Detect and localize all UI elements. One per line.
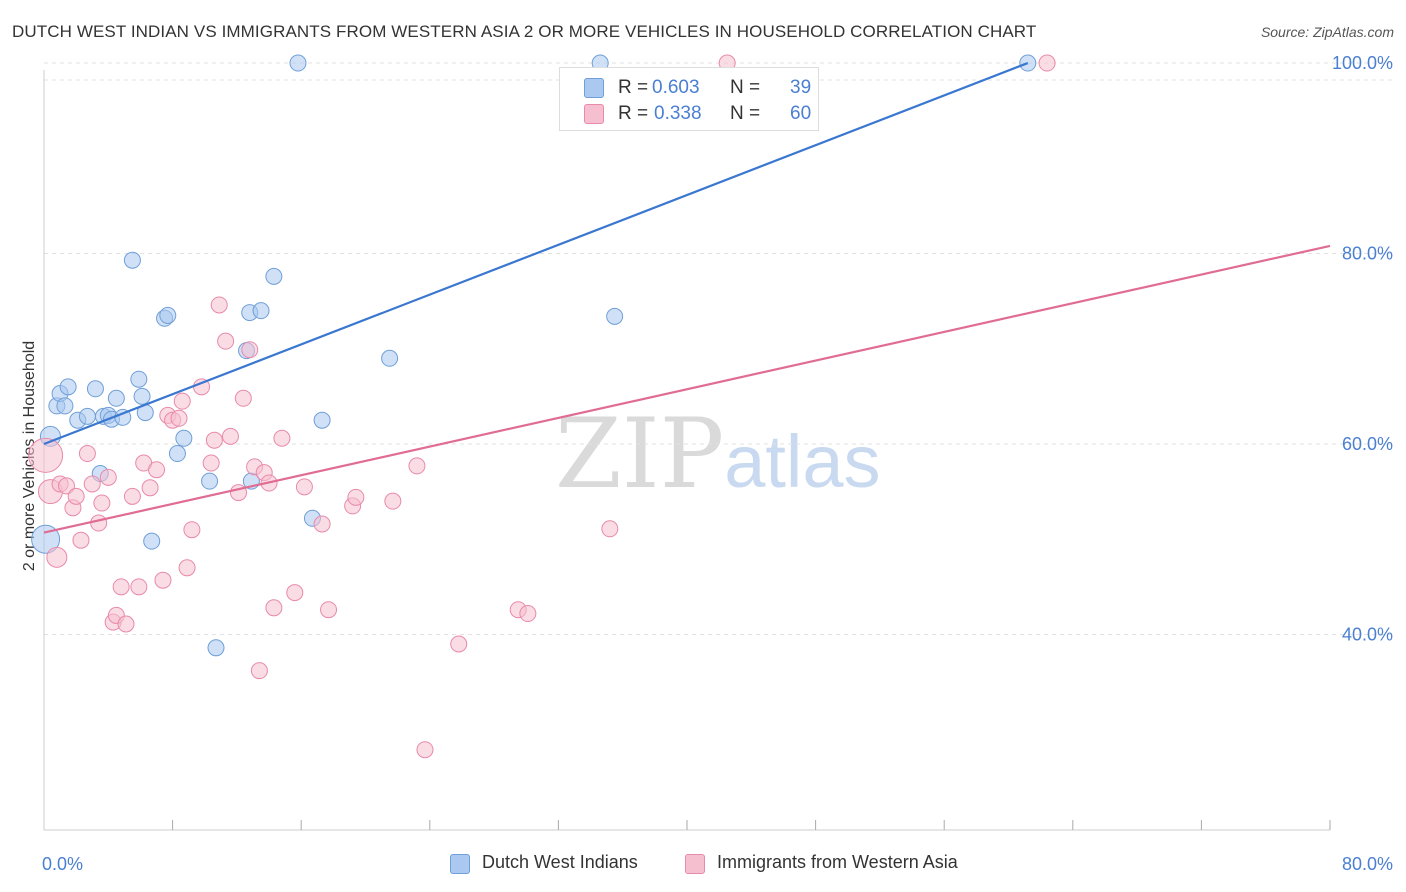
- data-point-immigrants-western-asia: [601, 520, 619, 538]
- data-point-immigrants-western-asia: [250, 662, 268, 680]
- data-point-dutch-west-indians: [289, 54, 307, 72]
- data-point-immigrants-western-asia: [217, 332, 235, 350]
- data-point-immigrants-western-asia: [221, 427, 239, 445]
- watermark-atlas: atlas: [724, 420, 881, 503]
- y-tick-label: 100.0%: [1332, 53, 1393, 73]
- legend-n-value: 39: [790, 77, 812, 98]
- watermark: ZIPatlas: [555, 398, 881, 510]
- y-tick-label: 60.0%: [1342, 434, 1393, 454]
- data-point-immigrants-western-asia: [78, 445, 96, 463]
- chart-title: DUTCH WEST INDIAN VS IMMIGRANTS FROM WES…: [12, 22, 1037, 41]
- trend-line-dutch-west-indians: [43, 62, 1029, 446]
- data-point-immigrants-western-asia: [384, 492, 402, 510]
- data-point-immigrants-western-asia: [347, 488, 365, 506]
- data-point-immigrants-western-asia: [170, 409, 188, 427]
- bottom-legend-swatch-pink: [685, 854, 705, 874]
- data-point-immigrants-western-asia: [320, 601, 338, 619]
- data-point-immigrants-western-asia: [130, 578, 148, 596]
- data-point-dutch-west-indians: [107, 389, 125, 407]
- legend-swatch-pink: [584, 104, 604, 124]
- watermark-zip: ZIP: [555, 398, 725, 510]
- data-point-immigrants-western-asia: [234, 389, 252, 407]
- y-tick-label: 40.0%: [1342, 624, 1393, 644]
- data-point-immigrants-western-asia: [265, 599, 283, 617]
- y-tick-label: 80.0%: [1342, 244, 1393, 264]
- data-point-immigrants-western-asia: [99, 468, 117, 486]
- data-point-immigrants-western-asia: [210, 296, 228, 314]
- data-point-dutch-west-indians: [123, 251, 141, 269]
- data-point-immigrants-western-asia: [205, 431, 223, 449]
- data-point-immigrants-western-asia: [183, 521, 201, 539]
- data-point-immigrants-western-asia: [173, 392, 191, 410]
- data-point-immigrants-western-asia: [450, 635, 468, 653]
- legend-r-label: R =: [618, 103, 649, 124]
- legend-n-label: N =: [730, 103, 761, 124]
- data-point-immigrants-western-asia: [123, 487, 141, 505]
- data-point-immigrants-western-asia: [117, 615, 135, 633]
- data-point-dutch-west-indians: [130, 370, 148, 388]
- data-point-dutch-west-indians: [159, 306, 177, 324]
- data-point-immigrants-western-asia: [154, 571, 172, 589]
- data-point-immigrants-western-asia: [112, 578, 130, 596]
- data-point-immigrants-western-asia: [313, 515, 331, 533]
- data-point-dutch-west-indians: [86, 380, 104, 398]
- data-point-dutch-west-indians: [606, 307, 624, 325]
- data-point-dutch-west-indians: [78, 407, 96, 425]
- bottom-legend-swatch-blue: [450, 854, 470, 874]
- data-point-immigrants-western-asia: [295, 478, 313, 496]
- bottom-legend-label: Immigrants from Western Asia: [717, 852, 958, 872]
- data-point-immigrants-western-asia: [90, 514, 108, 532]
- bottom-legend-label: Dutch West Indians: [482, 852, 638, 872]
- legend-n-label: N =: [730, 77, 761, 98]
- data-point-immigrants-western-asia: [178, 559, 196, 577]
- x-tick-label: 0.0%: [42, 854, 83, 874]
- data-point-dutch-west-indians: [31, 524, 61, 554]
- data-point-immigrants-western-asia: [67, 487, 85, 505]
- data-point-dutch-west-indians: [56, 397, 74, 415]
- source-label: Source: ZipAtlas.com: [1260, 24, 1394, 40]
- data-point-immigrants-western-asia: [408, 457, 426, 475]
- data-point-immigrants-western-asia: [273, 429, 291, 447]
- data-point-dutch-west-indians: [175, 429, 193, 447]
- data-point-immigrants-western-asia: [286, 584, 304, 602]
- data-point-dutch-west-indians: [313, 411, 331, 429]
- data-point-immigrants-western-asia: [93, 494, 111, 512]
- data-point-dutch-west-indians: [168, 445, 186, 463]
- data-point-dutch-west-indians: [265, 267, 283, 285]
- data-point-immigrants-western-asia: [72, 531, 90, 549]
- data-point-dutch-west-indians: [133, 387, 151, 405]
- data-point-dutch-west-indians: [201, 472, 219, 490]
- data-point-immigrants-western-asia: [202, 454, 220, 472]
- legend-r-value: 0.338: [654, 103, 702, 124]
- legend-swatch-blue: [584, 78, 604, 98]
- data-point-dutch-west-indians: [207, 639, 225, 657]
- data-point-immigrants-western-asia: [83, 475, 101, 493]
- trend-line-immigrants-western-asia: [43, 244, 1331, 534]
- correlation-legend: R = 0.603 N = 39 R = 0.338 N = 60: [559, 67, 819, 131]
- x-tick-label: 80.0%: [1342, 854, 1393, 874]
- data-point-immigrants-western-asia: [1038, 54, 1056, 72]
- legend-r-label: R =: [618, 77, 649, 98]
- data-point-immigrants-western-asia: [416, 741, 434, 759]
- data-point-immigrants-western-asia: [148, 461, 166, 479]
- legend-n-value: 60: [790, 103, 812, 124]
- data-point-immigrants-western-asia: [241, 341, 259, 359]
- data-point-dutch-west-indians: [381, 349, 399, 367]
- data-point-dutch-west-indians: [252, 302, 270, 320]
- data-point-immigrants-western-asia: [519, 605, 537, 623]
- legend-r-value: 0.603: [652, 77, 700, 98]
- data-point-immigrants-western-asia: [28, 437, 64, 473]
- data-point-immigrants-western-asia: [58, 477, 76, 495]
- data-point-dutch-west-indians: [143, 532, 161, 550]
- data-point-immigrants-western-asia: [46, 546, 68, 568]
- data-point-dutch-west-indians: [59, 378, 77, 396]
- data-point-immigrants-western-asia: [141, 479, 159, 497]
